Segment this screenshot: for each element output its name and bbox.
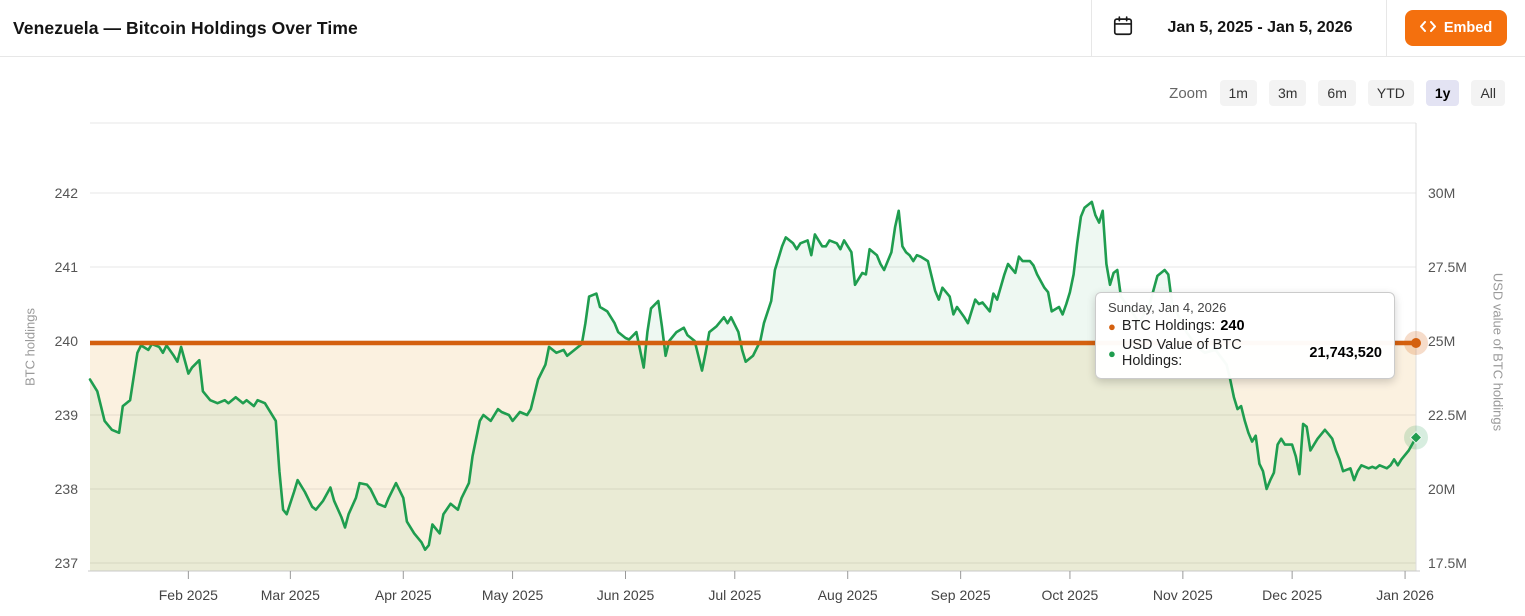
zoom-option-all[interactable]: All	[1471, 80, 1505, 106]
zoom-option-ytd[interactable]: YTD	[1367, 80, 1414, 106]
x-label-nov: Nov 2025	[1152, 587, 1213, 603]
tooltip-row-usd: ● USD Value of BTC Holdings: 21,743,520	[1108, 337, 1382, 369]
usd-value-line	[88, 200, 1418, 551]
x-label-jul: Jul 2025	[708, 587, 762, 603]
right-tick-25m: 25M	[1428, 333, 1456, 349]
zoom-option-1y[interactable]: 1y	[1425, 80, 1460, 106]
embed-button-label: Embed	[1443, 20, 1493, 36]
date-range-value[interactable]: Jan 5, 2025 - Jan 5, 2026	[1167, 19, 1353, 36]
usd-end-marker	[1409, 431, 1423, 444]
usd-area-fill	[90, 201, 1416, 571]
zoom-option-6m[interactable]: 6m	[1318, 80, 1356, 106]
zoom-controls: Zoom 1m 3m 6m YTD 1y All	[1169, 80, 1505, 106]
x-label-mar: Mar 2025	[260, 587, 320, 603]
left-tick-237: 237	[54, 555, 78, 571]
header-divider	[1386, 0, 1387, 56]
tooltip-usd-label: USD Value of BTC Holdings:	[1121, 337, 1242, 369]
header-right: Jan 5, 2025 - Jan 5, 2026 Embed	[1091, 0, 1525, 56]
usd-series-bullet: ●	[1108, 345, 1116, 361]
x-label-aug: Aug 2025	[817, 587, 878, 603]
x-label-feb: Feb 2025	[158, 587, 218, 603]
right-tick-30m: 30M	[1428, 185, 1456, 201]
left-tick-238: 238	[54, 481, 78, 497]
tooltip-row-btc: ● BTC Holdings: 240	[1108, 318, 1382, 334]
right-tick-17-5m: 17.5M	[1428, 555, 1467, 571]
tooltip-date: Sunday, Jan 4, 2026	[1108, 300, 1227, 315]
left-tick-240: 240	[54, 333, 78, 349]
left-tick-239: 239	[54, 407, 78, 423]
embed-button[interactable]: Embed	[1404, 10, 1508, 46]
date-picker-button[interactable]	[1092, 15, 1134, 42]
tooltip-btc-value: 240	[1220, 318, 1245, 334]
zoom-option-3m[interactable]: 3m	[1268, 80, 1307, 106]
calendar-icon	[1112, 15, 1134, 42]
embed-wrap: Embed	[1387, 10, 1525, 46]
right-tick-20m: 20M	[1428, 481, 1456, 497]
zoom-label: Zoom	[1169, 84, 1208, 102]
x-label-jan: Jan 2026	[1376, 587, 1434, 603]
left-tick-242: 242	[54, 185, 78, 201]
zoom-option-1m[interactable]: 1m	[1219, 80, 1257, 106]
x-label-dec: Dec 2025	[1262, 587, 1323, 603]
x-label-may: May 2025	[481, 587, 544, 603]
left-tick-241: 241	[54, 259, 78, 275]
x-label-jun: Jun 2025	[596, 587, 655, 603]
btc-area-fill	[90, 343, 1416, 571]
x-label-apr: Apr 2025	[374, 587, 432, 603]
btc-series-bullet: ●	[1108, 318, 1116, 334]
right-tick-27-5m: 27.5M	[1428, 259, 1467, 275]
code-brackets-icon	[1419, 20, 1436, 36]
btc-end-marker	[1411, 338, 1421, 348]
page-title: Venezuela — Bitcoin Holdings Over Time	[13, 17, 358, 38]
right-axis-title: USD value of BTC holdings	[1490, 272, 1506, 432]
right-tick-22-5m: 22.5M	[1428, 407, 1467, 423]
left-axis-title: BTC holdings	[22, 307, 38, 387]
chart-tooltip: Sunday, Jan 4, 2026 ● BTC Holdings: 240 …	[1095, 292, 1395, 379]
tooltip-usd-value: 21,743,520	[1309, 345, 1382, 361]
x-label-sep: Sep 2025	[930, 587, 991, 603]
header: Venezuela — Bitcoin Holdings Over Time J…	[0, 0, 1525, 57]
x-label-oct: Oct 2025	[1041, 587, 1099, 603]
tooltip-btc-label: BTC Holdings:	[1121, 318, 1216, 334]
